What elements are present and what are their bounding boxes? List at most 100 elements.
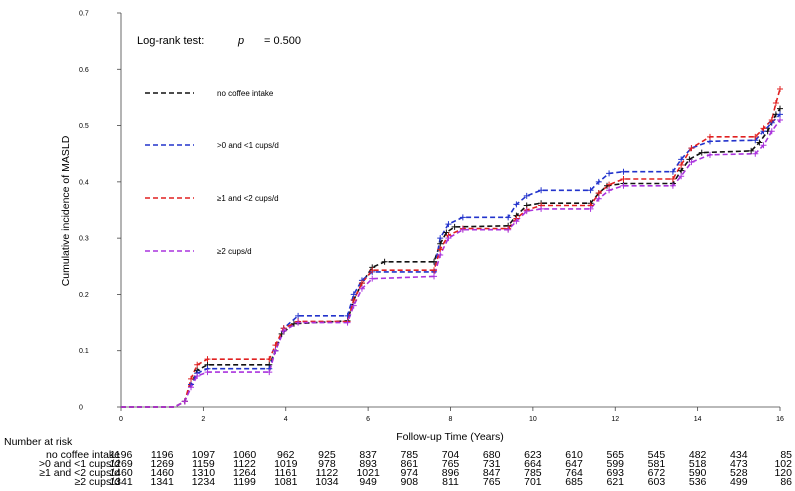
legend-label: >0 and <1 cups/d (217, 141, 279, 150)
censor-mark (777, 85, 783, 92)
censor-mark (266, 369, 273, 376)
censor-mark (437, 246, 444, 253)
censor-mark (350, 291, 357, 298)
censor-mark (350, 302, 357, 309)
censor-mark (706, 133, 713, 140)
risk-value: 621 (606, 476, 624, 488)
risk-value: 536 (689, 476, 707, 488)
legend-label: ≥1 and <2 cups/d (217, 194, 279, 203)
censor-mark (595, 195, 602, 202)
censor-mark (752, 150, 759, 157)
y-tick-label: 0.2 (79, 292, 89, 299)
censor-mark (204, 369, 211, 376)
risk-value: 1034 (315, 476, 339, 488)
risk-row-label: ≥2 cups/d (75, 476, 121, 488)
risk-value: 1310 (192, 467, 216, 479)
y-tick-label: 0.5 (79, 123, 89, 130)
risk-value: 1460 (151, 467, 175, 479)
censor-layer (181, 85, 783, 405)
censor-mark (777, 111, 783, 118)
risk-value: 599 (606, 458, 624, 470)
censor-mark (272, 342, 279, 349)
censor-mark (431, 267, 438, 274)
legend-label: no coffee intake (217, 89, 274, 98)
x-tick-label: 0 (119, 416, 123, 423)
censor-mark (538, 187, 545, 194)
risk-value: 499 (730, 476, 748, 488)
risk-value: 1341 (151, 476, 175, 488)
censor-mark (587, 205, 594, 212)
censor-mark (437, 235, 444, 242)
censor-mark (768, 116, 775, 123)
risk-row-label: >0 and <1 cups/d (39, 458, 120, 470)
censor-mark (688, 145, 695, 152)
censor-mark (620, 168, 627, 175)
p-symbol: p (237, 35, 244, 47)
censor-mark (669, 182, 676, 189)
censor-mark (290, 320, 297, 327)
risk-value: 701 (524, 476, 542, 488)
risk-value: 974 (401, 467, 419, 479)
censor-mark (188, 375, 195, 382)
risk-value: 847 (483, 467, 501, 479)
risk-value: 1264 (233, 467, 257, 479)
censor-mark (280, 328, 287, 335)
risk-value: 1019 (274, 458, 298, 470)
censor-mark (595, 178, 602, 185)
censor-mark (698, 149, 705, 156)
risk-value: 1159 (192, 458, 215, 470)
series-line (121, 113, 781, 408)
legend-label: ≥2 cups/d (217, 247, 252, 256)
censor-mark (620, 176, 627, 183)
censor-mark (587, 187, 594, 194)
censor-mark (606, 181, 613, 188)
risk-value: 565 (606, 449, 624, 461)
censor-mark (358, 285, 365, 292)
censor-mark (538, 205, 545, 212)
x-tick-label: 16 (776, 416, 784, 423)
censor-mark (369, 267, 376, 274)
censor-mark (772, 100, 779, 107)
risk-value: 672 (648, 467, 666, 479)
y-tick-label: 0.7 (79, 11, 89, 18)
log-rank-annotation: Log-rank test: p = 0.500 (137, 35, 301, 47)
risk-value: 610 (565, 449, 583, 461)
risk-value: 664 (524, 458, 542, 470)
x-tick-label: 4 (284, 416, 288, 423)
risk-value: 704 (442, 449, 460, 461)
risk-value: 1269 (151, 458, 175, 470)
risk-value: 693 (606, 467, 624, 479)
risk-value: 893 (359, 458, 377, 470)
y-tick-label: 0.3 (79, 236, 89, 243)
censor-mark (295, 319, 302, 326)
censor-mark (437, 252, 444, 259)
risk-value: 896 (442, 467, 460, 479)
censor-mark (606, 187, 613, 194)
censor-mark (505, 226, 512, 233)
censor-mark (678, 173, 685, 180)
censor-mark (777, 116, 783, 123)
risk-value: 1196 (151, 449, 174, 461)
risk-value: 518 (689, 458, 707, 470)
risk-row-label: ≥1 and <2 cups/d (39, 467, 120, 479)
risk-value: 1269 (109, 458, 133, 470)
censor-mark (437, 240, 444, 247)
risk-value: 85 (780, 449, 792, 461)
risk-value: 120 (774, 467, 792, 479)
censor-mark (459, 214, 466, 221)
risk-value: 434 (730, 449, 748, 461)
censor-mark (295, 312, 302, 319)
censor-mark (204, 356, 211, 363)
censor-mark (513, 201, 520, 208)
risk-value: 1460 (109, 467, 133, 479)
censor-mark (523, 208, 530, 215)
risk-value: 1021 (356, 467, 380, 479)
risk-value: 837 (359, 449, 377, 461)
censor-mark (459, 226, 466, 233)
risk-value: 623 (524, 449, 542, 461)
log-rank-label: Log-rank test: (137, 35, 204, 47)
censor-mark (188, 384, 195, 391)
censor-mark (350, 297, 357, 304)
censor-mark (358, 280, 365, 287)
risk-value: 1081 (274, 476, 298, 488)
